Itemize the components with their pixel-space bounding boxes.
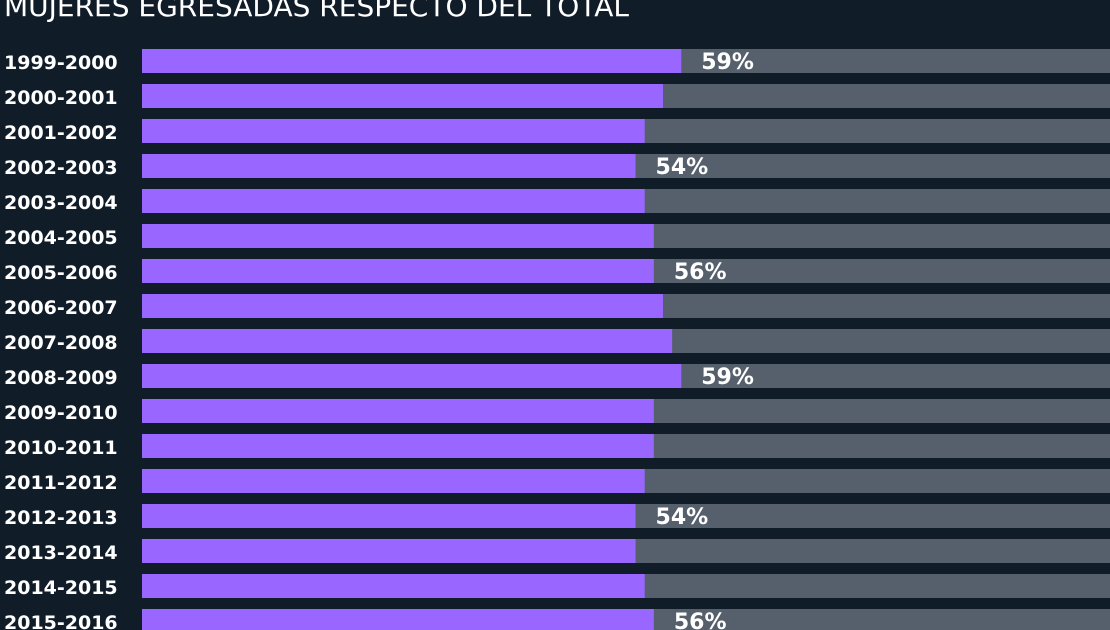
value-label: 59% [701,50,754,75]
y-tick-label: 2005-2006 [4,262,118,284]
y-tick-label: 2001-2002 [4,122,118,144]
y-tick-label: 2011-2012 [4,472,118,494]
value-label: 54% [656,505,709,530]
y-tick-label: 2010-2011 [4,437,118,459]
y-tick-label: 2002-2003 [4,157,118,179]
y-tick-label: 2015-2016 [4,612,118,630]
value-label: 59% [701,365,754,390]
bar [142,609,654,630]
bar [142,504,636,528]
bar [142,224,654,248]
y-tick-label: 2003-2004 [4,192,118,214]
y-tick-label: 2006-2007 [4,297,118,319]
bar [142,49,682,73]
chart-title: MUJERES EGRESADAS RESPECTO DEL TOTAL [4,0,629,23]
y-tick-label: 2013-2014 [4,542,118,564]
bar [142,294,663,318]
value-label: 54% [656,155,709,180]
y-tick-label: 2012-2013 [4,507,118,529]
bar [142,259,654,283]
y-tick-label: 2004-2005 [4,227,118,249]
y-tick-label: 2014-2015 [4,577,118,599]
bar [142,574,645,598]
value-label: 56% [674,610,727,630]
value-label: 56% [674,260,727,285]
y-tick-label: 2008-2009 [4,367,118,389]
bar [142,539,636,563]
bar [142,154,636,178]
bar [142,119,645,143]
bar [142,189,645,213]
bar [142,84,663,108]
y-tick-label: 2007-2008 [4,332,118,354]
y-tick-label: 2000-2001 [4,87,118,109]
bar [142,469,645,493]
y-tick-label: 1999-2000 [4,52,118,74]
bar [142,329,673,353]
y-tick-label: 2009-2010 [4,402,118,424]
bar [142,399,654,423]
bar [142,434,654,458]
bar [142,364,682,388]
